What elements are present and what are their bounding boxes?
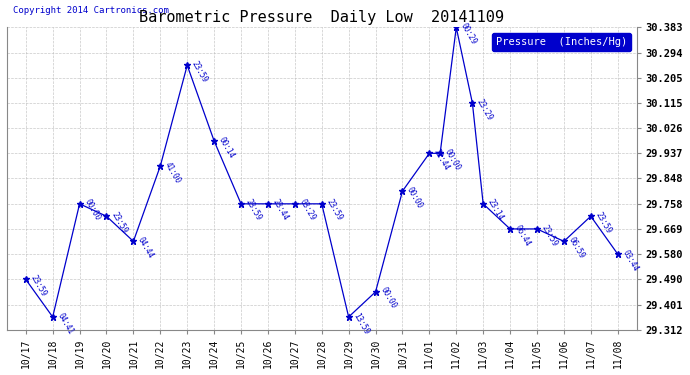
Text: 06:44: 06:44: [513, 223, 532, 248]
Text: 03:29: 03:29: [297, 198, 317, 222]
Text: 23:44: 23:44: [270, 198, 290, 222]
Text: 23:59: 23:59: [109, 210, 128, 235]
Pressure  (Inches/Hg): [533, 226, 541, 231]
Pressure  (Inches/Hg): [586, 214, 595, 219]
Text: 06:59: 06:59: [566, 236, 586, 260]
Text: 13:59: 13:59: [351, 311, 371, 336]
Text: Copyright 2014 Cartronics.com: Copyright 2014 Cartronics.com: [13, 6, 169, 15]
Text: 23:29: 23:29: [475, 97, 495, 122]
Pressure  (Inches/Hg): [469, 101, 477, 105]
Pressure  (Inches/Hg): [75, 202, 83, 206]
Pressure  (Inches/Hg): [102, 214, 110, 219]
Pressure  (Inches/Hg): [613, 252, 622, 256]
Text: 00:29: 00:29: [459, 22, 478, 46]
Text: 22:44: 22:44: [432, 147, 451, 172]
Pressure  (Inches/Hg): [21, 277, 30, 282]
Text: 00:00: 00:00: [378, 286, 397, 310]
Line: Pressure  (Inches/Hg): Pressure (Inches/Hg): [22, 24, 621, 320]
Text: 23:59: 23:59: [190, 59, 209, 84]
Text: 00:00: 00:00: [443, 147, 462, 172]
Pressure  (Inches/Hg): [183, 63, 191, 68]
Pressure  (Inches/Hg): [436, 151, 444, 156]
Pressure  (Inches/Hg): [452, 25, 460, 30]
Pressure  (Inches/Hg): [344, 315, 353, 319]
Pressure  (Inches/Hg): [425, 151, 433, 156]
Pressure  (Inches/Hg): [398, 189, 406, 194]
Text: 23:59: 23:59: [324, 198, 344, 222]
Text: 00:00: 00:00: [82, 198, 101, 222]
Text: 41:00: 41:00: [163, 160, 182, 184]
Text: 00:00: 00:00: [405, 185, 424, 210]
Text: 04:41: 04:41: [55, 311, 75, 336]
Text: 23:59: 23:59: [28, 273, 48, 298]
Pressure  (Inches/Hg): [371, 290, 380, 294]
Pressure  (Inches/Hg): [317, 202, 326, 206]
Pressure  (Inches/Hg): [156, 164, 164, 168]
Text: 04:44: 04:44: [136, 236, 155, 260]
Pressure  (Inches/Hg): [290, 202, 299, 206]
Pressure  (Inches/Hg): [479, 202, 487, 206]
Text: 23:59: 23:59: [593, 210, 613, 235]
Text: 23:59: 23:59: [540, 223, 559, 248]
Pressure  (Inches/Hg): [48, 315, 57, 319]
Pressure  (Inches/Hg): [560, 239, 568, 244]
Pressure  (Inches/Hg): [237, 202, 245, 206]
Text: 03:44: 03:44: [620, 248, 640, 273]
Pressure  (Inches/Hg): [210, 139, 218, 143]
Text: 00:14: 00:14: [217, 135, 236, 159]
Title: Barometric Pressure  Daily Low  20141109: Barometric Pressure Daily Low 20141109: [139, 10, 504, 25]
Pressure  (Inches/Hg): [264, 202, 272, 206]
Text: 23:14: 23:14: [486, 198, 505, 222]
Text: 23:59: 23:59: [244, 198, 263, 222]
Legend: Pressure  (Inches/Hg): Pressure (Inches/Hg): [492, 33, 631, 51]
Pressure  (Inches/Hg): [129, 239, 137, 244]
Pressure  (Inches/Hg): [506, 226, 514, 231]
